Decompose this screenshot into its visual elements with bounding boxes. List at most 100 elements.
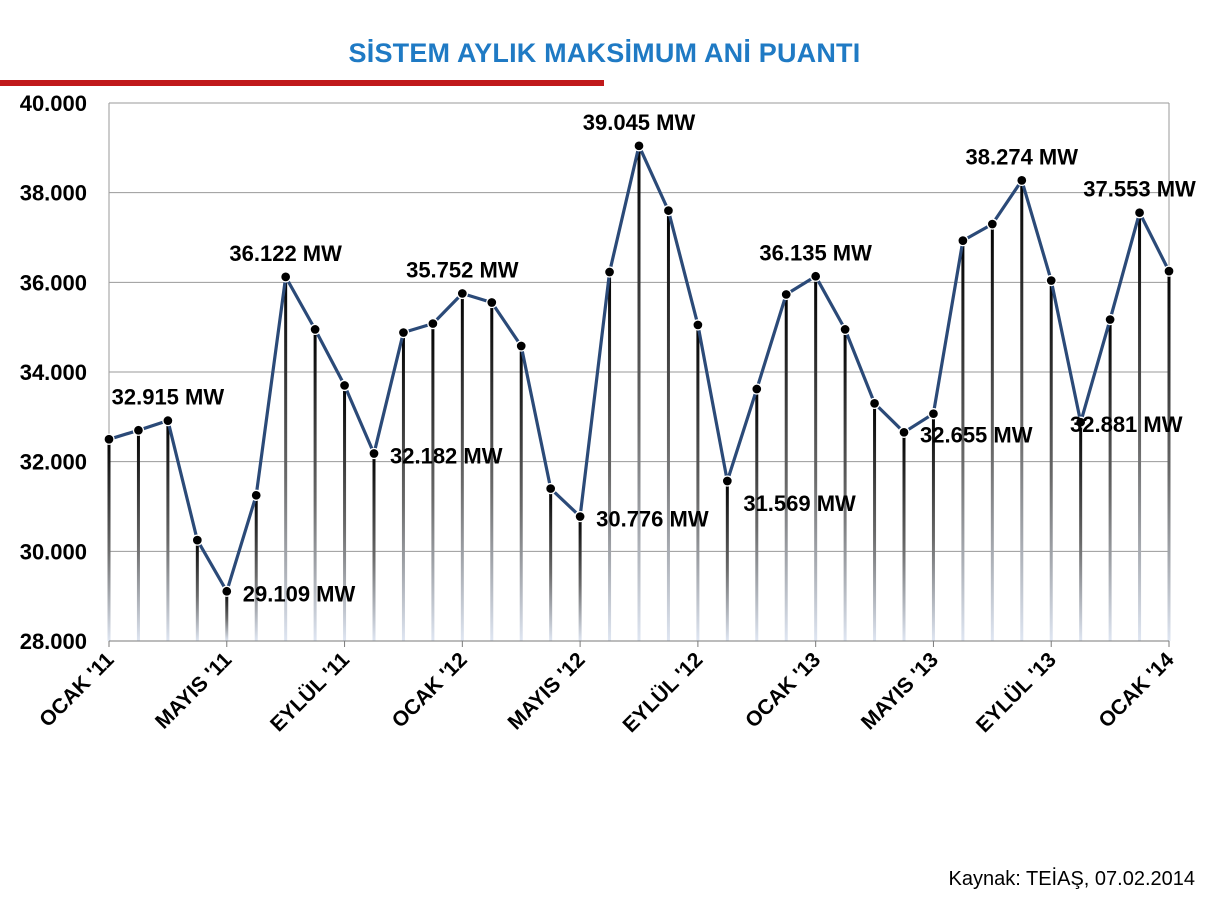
drop-line [843, 329, 847, 641]
drop-line [549, 488, 553, 641]
y-tick-label: 34.000 [20, 360, 87, 385]
drop-line [1079, 422, 1083, 641]
data-point [692, 319, 704, 331]
drop-line [1049, 280, 1053, 641]
y-tick-label: 40.000 [20, 91, 87, 116]
drop-line [902, 432, 906, 641]
data-label: 29.109 MW [243, 581, 356, 606]
x-tick-label: OCAK '11 [35, 648, 119, 732]
data-point [338, 379, 351, 392]
drop-line [1020, 180, 1024, 642]
data-point [603, 266, 616, 278]
drop-line [136, 430, 140, 641]
data-label: 32.182 MW [390, 444, 503, 469]
y-tick-label: 28.000 [20, 629, 87, 654]
data-point [1075, 416, 1087, 428]
x-tick-label: MAYIS '11 [151, 648, 237, 734]
data-point [1163, 265, 1175, 277]
data-point [103, 433, 115, 445]
drop-line [696, 324, 700, 641]
x-tick-label: MAYIS '13 [857, 648, 943, 734]
data-point [486, 296, 498, 309]
data-label: 31.569 MW [743, 491, 856, 516]
data-label: 32.915 MW [112, 385, 225, 410]
drop-line [431, 323, 435, 641]
data-point [839, 323, 851, 336]
y-tick-label: 30.000 [20, 539, 87, 564]
drop-line [666, 210, 670, 641]
y-tick-label: 32.000 [20, 450, 87, 475]
data-point [1016, 174, 1028, 187]
x-tick-label: EYLÜL '12 [619, 648, 708, 737]
data-point [427, 317, 439, 330]
data-point [574, 510, 586, 523]
drop-line [343, 385, 347, 641]
data-point [280, 271, 292, 283]
x-tick-label: OCAK '12 [388, 648, 472, 732]
drop-line [784, 294, 788, 641]
data-point [633, 140, 645, 152]
drop-line [990, 224, 994, 642]
data-label: 38.274 MW [966, 144, 1079, 169]
x-tick-label: EYLÜL '13 [972, 648, 1061, 737]
data-label: 30.776 MW [596, 507, 709, 532]
data-point [309, 323, 321, 336]
data-point [721, 475, 733, 487]
data-point [1045, 274, 1057, 287]
data-point [898, 426, 910, 438]
drop-line [637, 145, 641, 641]
data-point [751, 383, 763, 395]
data-label: 35.752 MW [406, 257, 519, 282]
data-point [810, 270, 822, 282]
drop-line [401, 332, 405, 641]
drop-line [254, 495, 258, 641]
data-point [368, 447, 380, 460]
data-point [456, 287, 468, 300]
x-tick-label: EYLÜL '11 [266, 648, 354, 736]
data-point [191, 534, 203, 546]
data-point [545, 482, 557, 495]
drop-line [755, 389, 759, 641]
drop-line [284, 276, 288, 641]
data-point [780, 288, 792, 301]
drop-line [814, 276, 818, 641]
y-tick-label: 38.000 [20, 181, 87, 206]
drop-line [1138, 212, 1142, 642]
drop-line [166, 420, 170, 641]
drop-line [195, 540, 199, 641]
data-point [868, 397, 881, 410]
data-point [221, 585, 233, 597]
drop-line [313, 329, 317, 641]
drop-line [931, 413, 935, 641]
drop-line [107, 439, 111, 641]
data-point [986, 218, 998, 230]
drop-line [873, 403, 877, 641]
data-point [397, 326, 410, 339]
drop-line [1167, 271, 1171, 641]
drop-line [725, 480, 729, 641]
drop-line [225, 591, 229, 641]
x-tick-label: OCAK '14 [1094, 648, 1178, 732]
drop-line [578, 516, 582, 641]
data-label: 32.655 MW [920, 422, 1033, 447]
data-label: 39.045 MW [583, 110, 696, 135]
data-point [927, 408, 940, 420]
data-point [957, 234, 969, 247]
data-label: 37.553 MW [1083, 177, 1196, 202]
drop-line [1108, 319, 1112, 641]
y-tick-label: 36.000 [20, 270, 87, 295]
drop-line [372, 453, 376, 641]
drop-line [519, 345, 523, 641]
drop-line [460, 293, 464, 641]
data-point [1133, 207, 1146, 219]
data-label: 32.881 MW [1070, 412, 1183, 437]
data-point [515, 340, 527, 352]
chart-title: SİSTEM AYLIK MAKSİMUM ANİ PUANTI [348, 38, 861, 68]
data-point [162, 414, 174, 427]
title-underline [0, 80, 604, 86]
x-tick-label: OCAK '13 [741, 648, 825, 732]
drop-line [961, 240, 965, 641]
drop-line [490, 302, 494, 641]
data-point [1104, 313, 1116, 326]
